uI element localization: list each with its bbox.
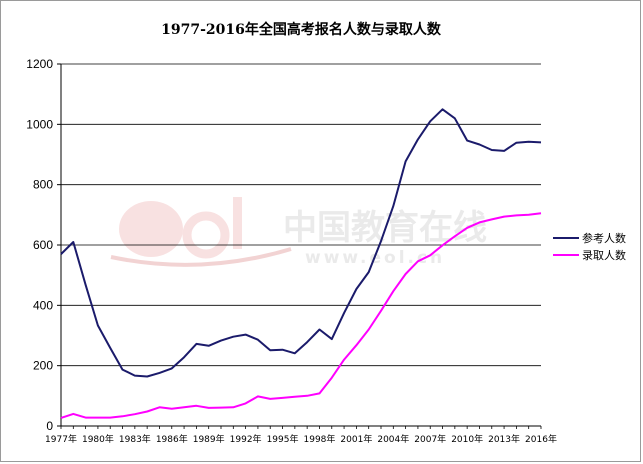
watermark-logo-e [119, 201, 183, 257]
x-tick-label: 1986年 [156, 433, 188, 445]
legend-label: 录取人数 [582, 249, 626, 262]
watermark: 中国教育在线 www.eol.cn [110, 197, 487, 268]
series-line-1 [60, 108, 542, 378]
x-tick-label: 2010年 [451, 433, 483, 445]
y-tick-label: 1000 [26, 117, 53, 131]
y-tick-label: 0 [46, 419, 53, 433]
gridlines [61, 63, 541, 367]
x-tick-label: 1983年 [119, 433, 151, 445]
x-tick-label: 1989年 [193, 433, 225, 445]
chart-title: 1977-2016年全国高考报名人数与录取人数 [161, 21, 442, 38]
x-tick-label: 1977年 [45, 433, 77, 445]
x-tick-label: 2013年 [488, 433, 520, 445]
y-tick-label: 1200 [26, 57, 53, 71]
axes [60, 64, 541, 427]
legend-label: 参考人数 [582, 231, 626, 245]
x-tick-label: 2007年 [414, 433, 446, 445]
y-axis-ticks: 0 200 400 600 800 1000 1200 [26, 57, 61, 433]
x-tick-label: 1995年 [267, 433, 299, 445]
x-tick-label: 1992年 [230, 433, 262, 445]
y-tick-label: 600 [33, 238, 53, 252]
x-tick-label: 2004年 [377, 433, 409, 445]
series-line-2 [60, 212, 542, 419]
watermark-swoosh [110, 247, 292, 267]
y-tick-label: 200 [33, 359, 53, 373]
x-tick-label: 2016年 [525, 433, 557, 445]
x-tick-label: 1998年 [304, 433, 336, 445]
series-group [60, 108, 542, 419]
y-tick-label: 400 [33, 298, 53, 312]
watermark-logo-l [233, 197, 242, 249]
x-tick-label: 2001年 [340, 433, 372, 445]
y-tick-label: 800 [33, 178, 53, 192]
watermark-logo-o [182, 211, 230, 259]
x-tick-label: 1980年 [82, 433, 114, 445]
x-axis-ticks: 1977年 1980年 1983年 1986年 1989年 1992年 1995年 1998年… [45, 426, 557, 445]
